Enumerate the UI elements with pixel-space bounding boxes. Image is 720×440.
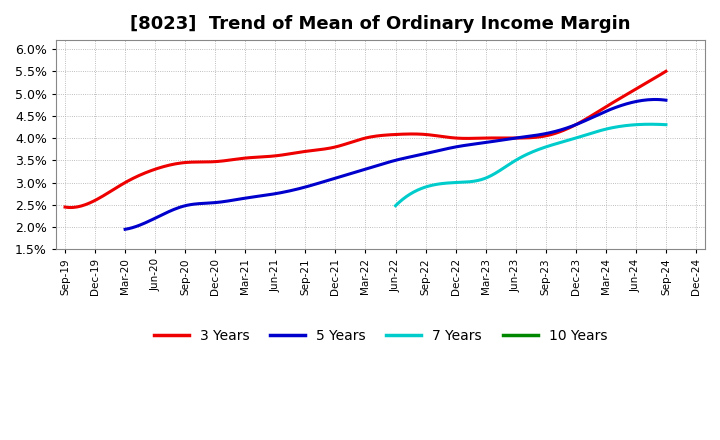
Title: [8023]  Trend of Mean of Ordinary Income Margin: [8023] Trend of Mean of Ordinary Income …	[130, 15, 631, 33]
Legend: 3 Years, 5 Years, 7 Years, 10 Years: 3 Years, 5 Years, 7 Years, 10 Years	[148, 323, 613, 348]
